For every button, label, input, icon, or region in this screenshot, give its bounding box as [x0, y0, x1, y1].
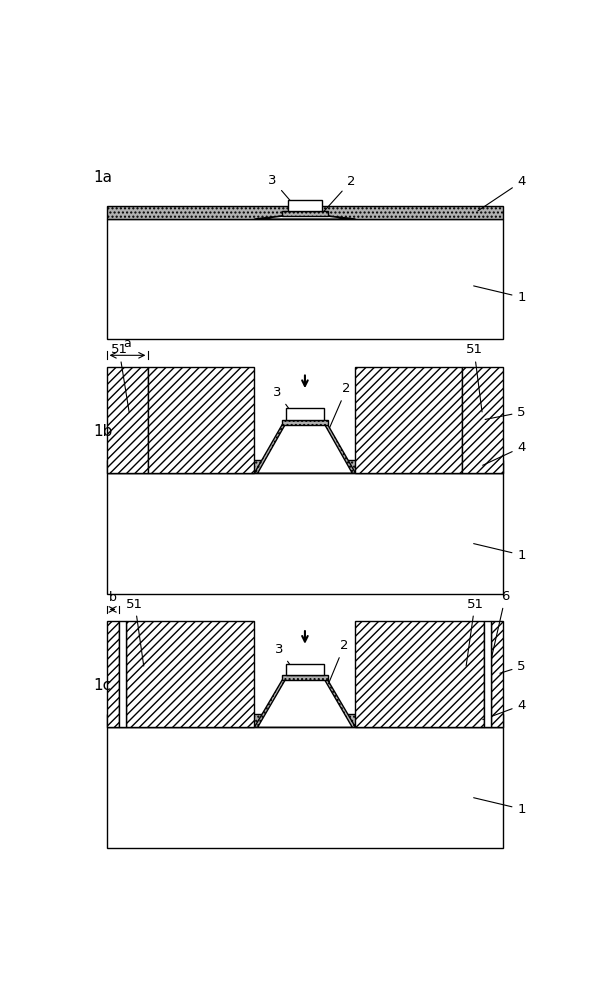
Bar [355, 621, 484, 727]
Bar [282, 211, 328, 216]
Text: 5: 5 [485, 406, 526, 419]
Text: 1: 1 [474, 544, 526, 562]
Text: 4: 4 [483, 699, 526, 720]
Bar [126, 621, 255, 727]
Text: 4: 4 [483, 441, 526, 465]
Bar [148, 367, 255, 473]
Text: 1a: 1a [93, 170, 112, 185]
Bar [107, 473, 503, 594]
Polygon shape [255, 680, 355, 727]
Text: 3: 3 [268, 174, 299, 210]
Text: 51: 51 [466, 598, 484, 666]
Text: 1: 1 [474, 286, 526, 304]
Text: 2: 2 [320, 382, 350, 450]
Bar [107, 621, 118, 727]
Text: 6: 6 [488, 590, 510, 671]
Bar [107, 367, 148, 473]
Bar [107, 206, 503, 219]
Text: 1b: 1b [93, 424, 112, 439]
Text: b: b [109, 591, 117, 604]
Bar [107, 714, 503, 727]
Bar [118, 621, 126, 727]
Polygon shape [258, 425, 352, 473]
Polygon shape [258, 216, 352, 219]
Text: 51: 51 [465, 343, 483, 412]
Polygon shape [258, 680, 352, 727]
Bar [491, 621, 503, 727]
Bar [288, 200, 322, 211]
Text: 51: 51 [111, 343, 129, 412]
Polygon shape [255, 425, 355, 473]
Text: 4: 4 [478, 175, 526, 211]
Text: 3: 3 [273, 386, 296, 419]
Bar [286, 664, 324, 675]
Bar [484, 621, 491, 727]
Bar [286, 408, 324, 420]
Text: a: a [124, 337, 131, 350]
Bar [107, 460, 503, 473]
Text: 3: 3 [275, 643, 296, 674]
Bar [462, 367, 503, 473]
Text: 1: 1 [474, 798, 526, 816]
Polygon shape [255, 216, 355, 219]
Text: 1c: 1c [93, 678, 111, 693]
Bar [107, 219, 503, 339]
Bar [282, 675, 328, 680]
Bar [355, 367, 462, 473]
Text: 5: 5 [500, 660, 526, 673]
Bar [282, 420, 328, 425]
Text: 51: 51 [126, 598, 144, 666]
Text: 2: 2 [321, 175, 355, 215]
Bar [107, 727, 503, 848]
Text: 2: 2 [320, 639, 349, 705]
